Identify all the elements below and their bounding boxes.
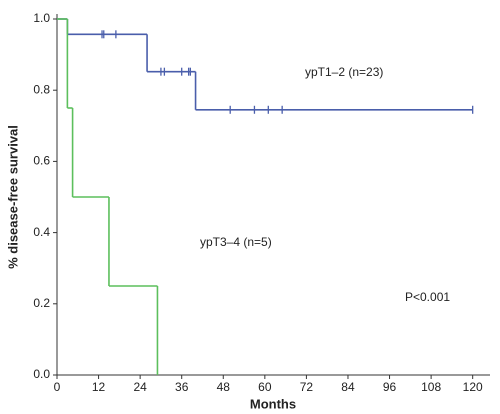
x-tick-label: 48	[217, 380, 231, 394]
x-axis-title: Months	[250, 396, 296, 411]
y-tick-label: 0.4	[33, 225, 50, 239]
x-tick-label: 84	[341, 380, 355, 394]
y-axis-title: % disease-free survival	[5, 125, 20, 269]
x-tick-label: 96	[383, 380, 397, 394]
x-tick-label: 12	[92, 380, 106, 394]
y-tick-label: 0.8	[33, 82, 50, 96]
x-tick-label: 36	[175, 380, 189, 394]
y-tick-label: 0.2	[33, 296, 50, 310]
x-tick-label: 24	[133, 380, 147, 394]
y-tick-label: 0.0	[33, 367, 50, 381]
x-tick-label: 108	[421, 380, 441, 394]
x-tick-label: 60	[258, 380, 272, 394]
series-label: ypT3–4 (n=5)	[200, 235, 272, 249]
x-tick-label: 120	[463, 380, 483, 394]
x-tick-label: 0	[54, 380, 61, 394]
series-label: ypT1–2 (n=23)	[305, 65, 383, 79]
p-value: P<0.001	[405, 290, 450, 304]
x-tick-label: 72	[300, 380, 314, 394]
y-tick-label: 0.6	[33, 154, 50, 168]
y-tick-label: 1.0	[33, 11, 50, 25]
